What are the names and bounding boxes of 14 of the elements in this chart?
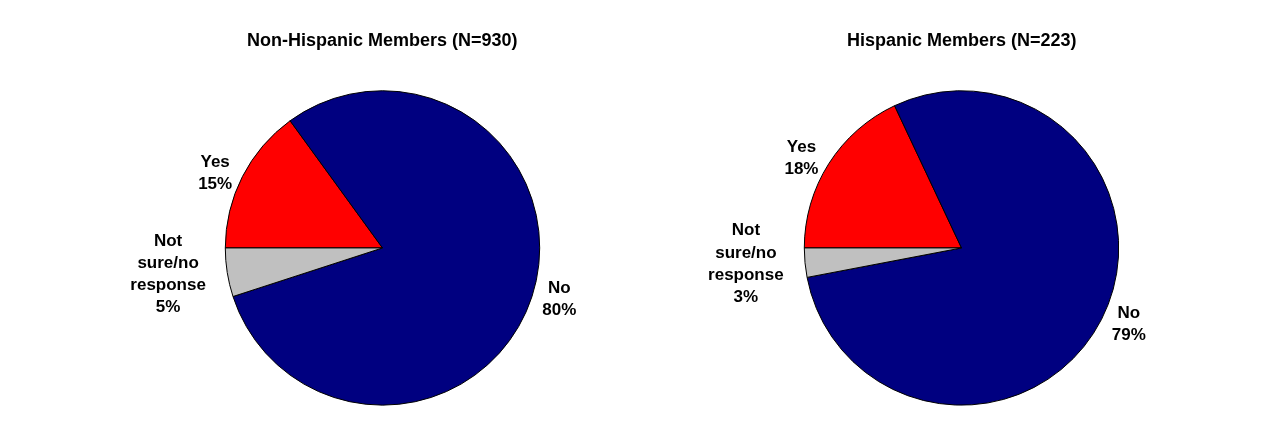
data-label: 15% xyxy=(198,173,233,193)
data-label: 3% xyxy=(733,286,759,306)
data-label: 79% xyxy=(1111,325,1146,345)
slice-label: No xyxy=(1117,302,1141,322)
data-label: 80% xyxy=(542,300,577,320)
data-label: 5% xyxy=(155,297,181,317)
chart-title: Hispanic Members (N=223) xyxy=(847,30,1077,50)
slice-label: Yes xyxy=(200,151,230,171)
slice-label: No xyxy=(547,277,571,297)
data-label: 18% xyxy=(784,159,819,179)
slice-label: Yes xyxy=(786,137,817,157)
slice-label: Not sure/no response xyxy=(130,230,206,295)
chart-title: Non-Hispanic Members (N=930) xyxy=(247,30,518,50)
slice-label: Not sure/no response xyxy=(708,220,784,284)
